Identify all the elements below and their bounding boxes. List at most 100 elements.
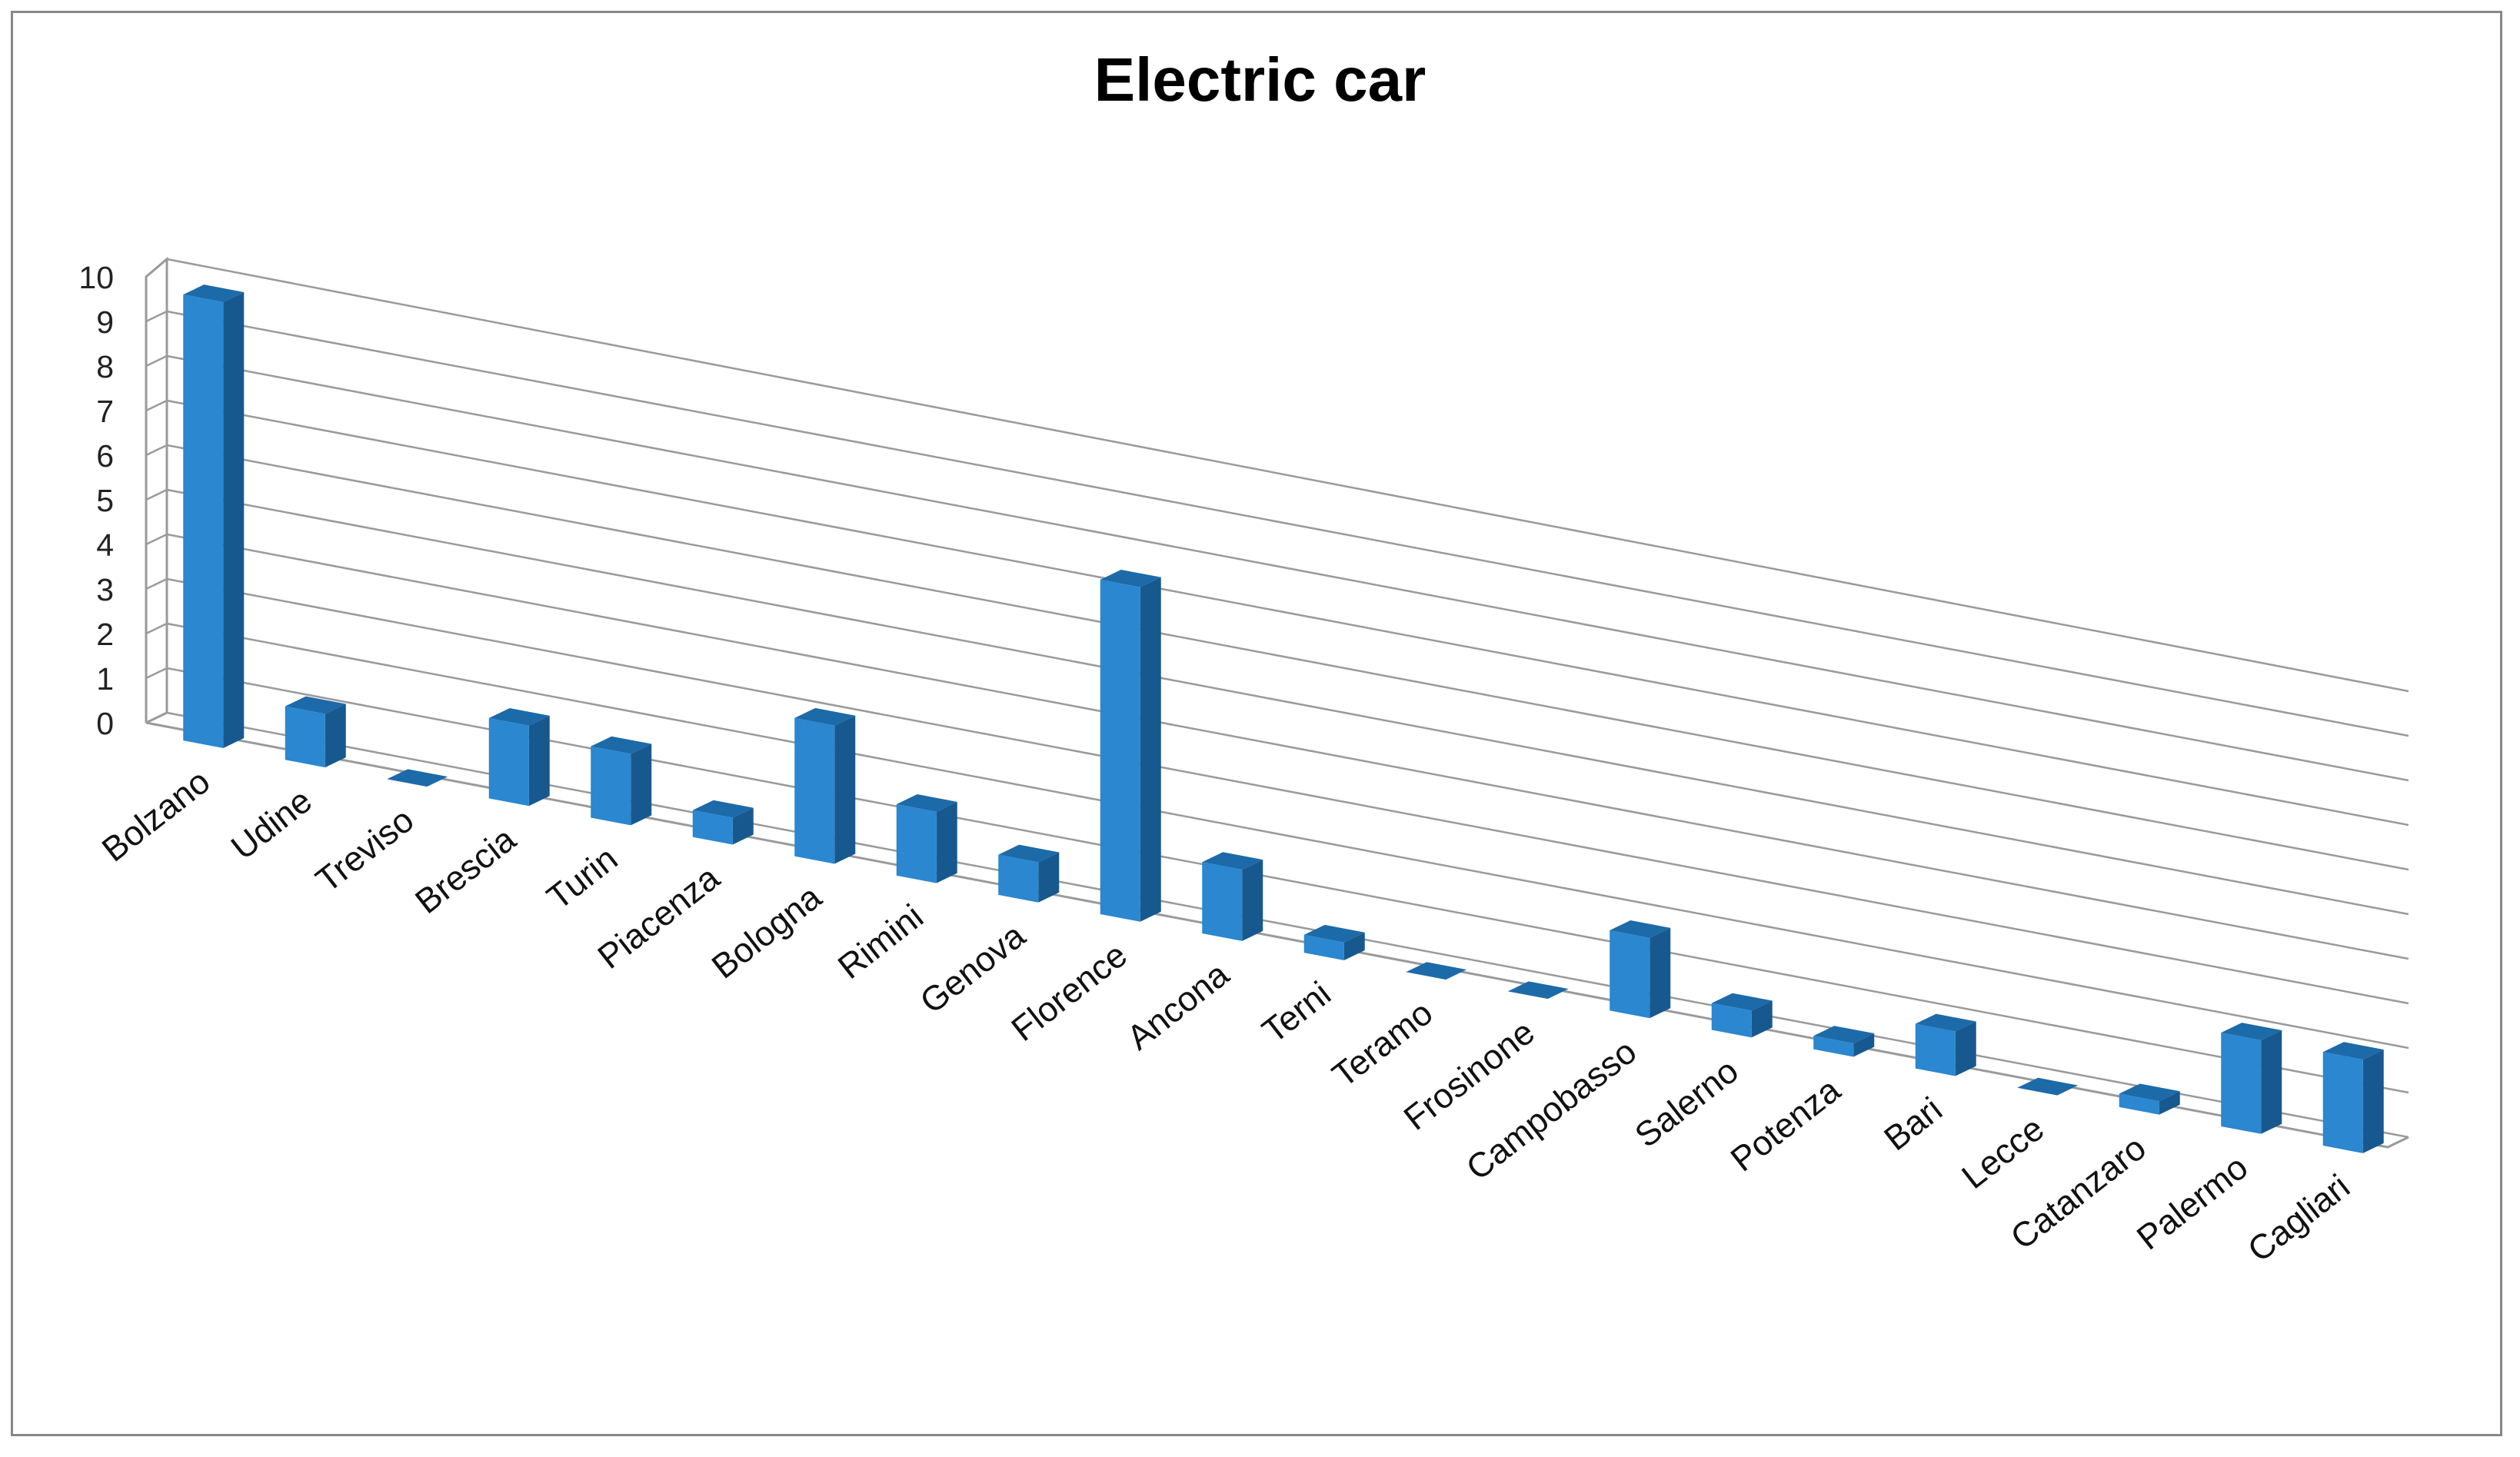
bar-top (183, 284, 245, 302)
bar (183, 284, 245, 748)
bar (692, 800, 754, 845)
bar-top (1100, 569, 1161, 587)
bar-side (1140, 577, 1161, 922)
bar (1100, 569, 1161, 922)
x-tick-label: Cagliari (2240, 1166, 2357, 1269)
x-tick-label: Bari (1876, 1089, 1949, 1158)
bar-top (1507, 981, 1569, 1000)
bar-front (1202, 862, 1243, 941)
y-tick-label: 4 (96, 527, 114, 563)
bar (1202, 852, 1263, 941)
gridline (166, 258, 2409, 693)
bar-front (488, 718, 529, 807)
bar-side (1955, 1021, 1976, 1076)
y-tick-label: 1 (96, 661, 114, 697)
bar-front (1303, 934, 1344, 960)
bar-top (1915, 1013, 1976, 1032)
x-tick-label: Ancona (1120, 954, 1237, 1058)
x-tick-label: Potenza (1723, 1069, 1848, 1179)
x-tick-label: Terni (1255, 973, 1338, 1050)
bar-top (692, 800, 754, 818)
bar-top (591, 736, 652, 754)
x-tick-label: Udine (224, 780, 319, 867)
x-tick-label: Teramo (1325, 993, 1440, 1095)
bar-top (488, 708, 550, 726)
bar-side (936, 801, 957, 883)
bar-top (2119, 1083, 2180, 1102)
bar-front (1100, 579, 1140, 922)
y-tick-label: 6 (96, 438, 114, 474)
gridline (166, 310, 2409, 737)
bar (2017, 1077, 2079, 1096)
bar-side (631, 743, 652, 826)
bar (1813, 1026, 1875, 1057)
bar-top (387, 769, 448, 787)
side-gridline (145, 667, 168, 680)
y-tick-label: 8 (96, 349, 114, 384)
bar-side (834, 715, 856, 864)
bar (2119, 1083, 2180, 1115)
bar-front (183, 294, 224, 748)
gridline (166, 354, 2409, 782)
gridline (166, 444, 2409, 871)
chart-title: Electric car (1094, 45, 1426, 114)
bar-top (1202, 852, 1263, 870)
chart-frame (11, 11, 2502, 1436)
bar-front (794, 717, 835, 864)
bar-side (1242, 860, 1263, 941)
bar-front (285, 706, 325, 768)
x-tick-label: Palermo (2129, 1147, 2255, 1257)
bar (2221, 1023, 2282, 1134)
x-tick-label: Turin (540, 839, 625, 917)
side-gridline (145, 711, 168, 724)
side-gridline (145, 622, 168, 635)
side-gridline (145, 444, 168, 457)
bar-top (1610, 920, 1671, 938)
x-tick-label: Genova (913, 915, 1033, 1021)
bar-front (2119, 1093, 2159, 1115)
gridline (166, 488, 2409, 916)
y-tick-label: 2 (96, 617, 114, 652)
floor-edge (145, 721, 2409, 1149)
bar (1610, 920, 1671, 1019)
x-tick-label: Lecce (1954, 1109, 2051, 1196)
gridline (166, 533, 2409, 960)
bar-side (2159, 1091, 2180, 1115)
bar-top (2017, 1077, 2079, 1096)
y-tick-label: 10 (78, 260, 114, 295)
bar-top (998, 844, 1060, 863)
x-tick-label: Brescia (408, 819, 523, 921)
side-gridline (145, 533, 168, 546)
x-tick-label: Treviso (308, 800, 421, 900)
bar-top (1303, 924, 1365, 943)
side-gridline (145, 258, 168, 278)
bar (1507, 981, 1569, 1000)
bar (896, 793, 957, 883)
x-tick-label: Rimini (831, 896, 930, 986)
bar-front (591, 746, 631, 826)
bar-top (896, 793, 957, 812)
bar (998, 844, 1060, 903)
bar-top (1813, 1026, 1875, 1044)
bar-front (2322, 1052, 2363, 1153)
x-tick-label: Salerno (1627, 1051, 1746, 1156)
bar-side (528, 715, 550, 807)
side-gridline (145, 577, 168, 590)
y-tick-label: 5 (96, 483, 114, 518)
bar-front (1813, 1036, 1854, 1057)
bar-top (285, 696, 346, 714)
y-tick-label: 7 (96, 394, 114, 429)
gridline (166, 399, 2409, 827)
bar-front (1711, 1003, 1752, 1038)
bar (1915, 1013, 1976, 1076)
bar-side (1649, 927, 1671, 1019)
bar (285, 696, 346, 768)
bar (488, 708, 550, 807)
x-tick-label: Bologna (704, 877, 829, 986)
side-gridline (145, 488, 168, 501)
bar-front (998, 854, 1039, 903)
bar-top (1406, 962, 1467, 980)
x-tick-label: Bolzano (95, 761, 218, 869)
bar (2322, 1042, 2384, 1153)
